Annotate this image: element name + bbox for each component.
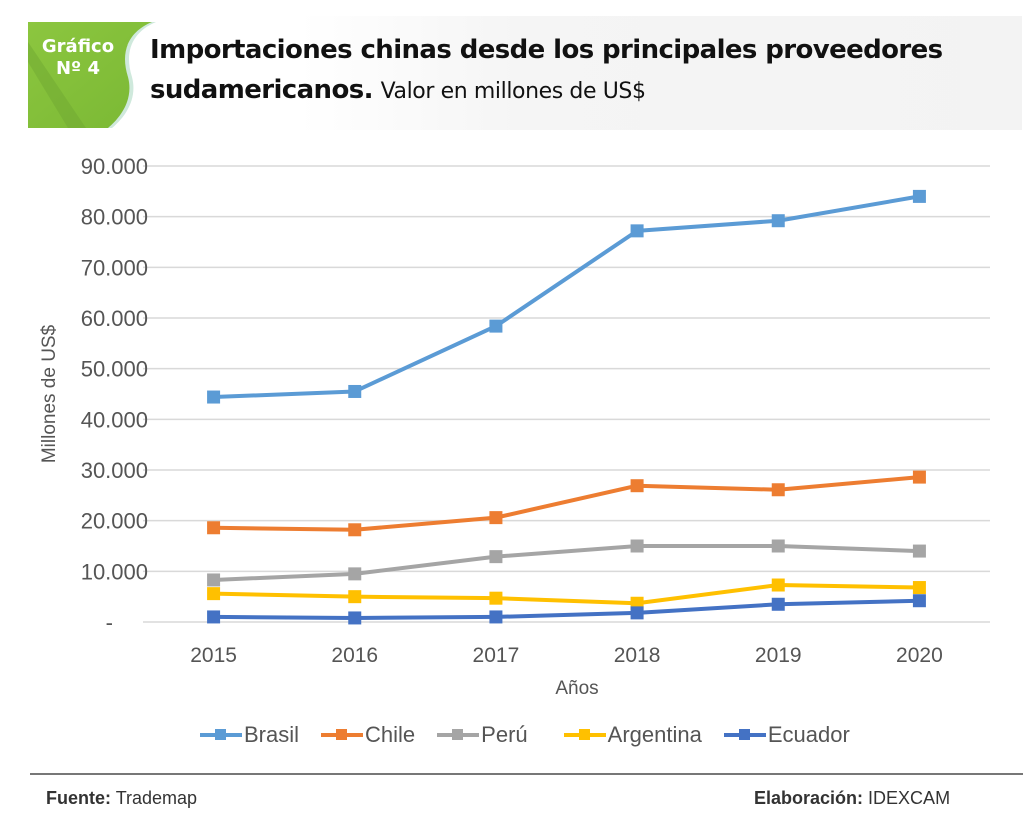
chart-title-main: Importaciones chinas desde los principal…	[150, 35, 943, 105]
data-point	[348, 523, 362, 537]
credit-note: Elaboración: IDEXCAM	[754, 788, 950, 809]
header-background	[300, 16, 1022, 130]
data-point	[771, 214, 785, 228]
legend-line-marker-icon	[563, 729, 606, 740]
legend-line-marker-icon	[437, 729, 480, 740]
y-tick-label: 50.000	[81, 357, 148, 382]
series-chile	[207, 470, 926, 537]
legend-label: Ecuador	[767, 722, 850, 747]
y-tick-label: 40.000	[81, 407, 148, 432]
badge-line-1: Gráfico	[41, 36, 115, 57]
legend-line-marker-icon	[321, 729, 364, 740]
data-point	[912, 470, 926, 484]
legend-item: Chile	[321, 722, 415, 748]
x-tick-label: 2020	[896, 644, 943, 667]
data-point	[489, 319, 503, 333]
data-point	[207, 610, 221, 624]
series-brasil	[207, 189, 926, 404]
y-tick-label: 70.000	[81, 255, 148, 280]
series-line	[213, 598, 920, 620]
data-point	[771, 597, 785, 611]
series-per	[207, 539, 926, 587]
series-ecuador	[207, 594, 926, 625]
data-point	[630, 606, 644, 620]
y-tick-label: 30.000	[81, 458, 148, 483]
legend-label: Brasil	[244, 722, 300, 747]
y-axis-title: Millones de US$	[39, 324, 60, 463]
legend-label: Argentina	[607, 722, 702, 747]
data-point	[348, 384, 362, 398]
line-chart: - 10.000 20.000 30.000 40.000 50.000 60.000 70.…	[39, 154, 990, 699]
x-axis-title: Años	[555, 678, 598, 699]
data-point	[489, 550, 503, 564]
chart-number-badge	[28, 22, 156, 128]
legend-item: Argentina	[563, 722, 702, 748]
legend-item: Ecuador	[723, 722, 850, 748]
data-point	[912, 189, 926, 203]
x-axis-ticks: 2015 2016 2017 2018 2019 2020	[190, 644, 943, 667]
source-note: Fuente: Trademap	[46, 788, 197, 809]
series-line	[213, 194, 920, 400]
data-point	[912, 544, 926, 558]
y-tick-label: 90.000	[81, 154, 148, 179]
x-tick-label: 2016	[331, 644, 378, 667]
y-tick-label: -	[106, 610, 113, 635]
x-tick-label: 2019	[755, 644, 802, 667]
y-tick-label: 20.000	[81, 509, 148, 534]
data-point	[489, 511, 503, 525]
series-line	[213, 544, 920, 582]
data-point	[630, 479, 644, 493]
data-point	[348, 567, 362, 581]
data-point	[348, 611, 362, 625]
data-point	[771, 539, 785, 553]
data-point	[207, 390, 221, 404]
data-point	[207, 573, 221, 587]
footer-divider	[30, 773, 1023, 775]
badge-line-2: Nº 4	[55, 58, 100, 79]
legend-label: Perú	[481, 722, 528, 747]
series-line	[213, 583, 920, 606]
data-point	[348, 590, 362, 604]
chart-subtitle: Valor en millones de US$	[380, 79, 646, 104]
legend-label: Chile	[365, 722, 416, 747]
y-tick-label: 60.000	[81, 306, 148, 331]
data-point	[912, 594, 926, 608]
y-tick-label: 10.000	[81, 559, 148, 584]
legend-line-marker-icon	[723, 729, 766, 740]
x-tick-label: 2017	[473, 644, 520, 667]
data-point	[630, 539, 644, 553]
y-tick-label: 80.000	[81, 205, 148, 230]
chart-legend: Brasil Chile Perú Argentina Ecuador	[200, 722, 872, 748]
data-point	[912, 581, 926, 595]
data-point	[207, 587, 221, 601]
data-point	[630, 224, 644, 238]
chart-number-badge-label: Gráfico Nº 4	[28, 36, 128, 80]
data-point	[771, 483, 785, 497]
data-point	[489, 610, 503, 624]
credit-value: IDEXCAM	[868, 788, 951, 808]
legend-item: Brasil	[200, 722, 299, 748]
data-point	[771, 578, 785, 592]
gridlines	[143, 165, 990, 623]
series-group	[207, 189, 926, 625]
y-axis-ticks: - 10.000 20.000 30.000 40.000 50.000 60.000 70.…	[81, 154, 148, 635]
x-tick-label: 2018	[614, 644, 661, 667]
x-tick-label: 2015	[190, 644, 237, 667]
source-value: Trademap	[115, 788, 198, 808]
credit-label: Elaboración:	[754, 788, 864, 808]
source-label: Fuente:	[46, 788, 111, 808]
chart-title: Importaciones chinas desde los principal…	[150, 30, 1020, 112]
data-point	[489, 591, 503, 605]
data-point	[207, 521, 221, 535]
legend-item: Perú	[437, 722, 528, 748]
series-line	[213, 475, 920, 532]
legend-line-marker-icon	[200, 729, 242, 740]
